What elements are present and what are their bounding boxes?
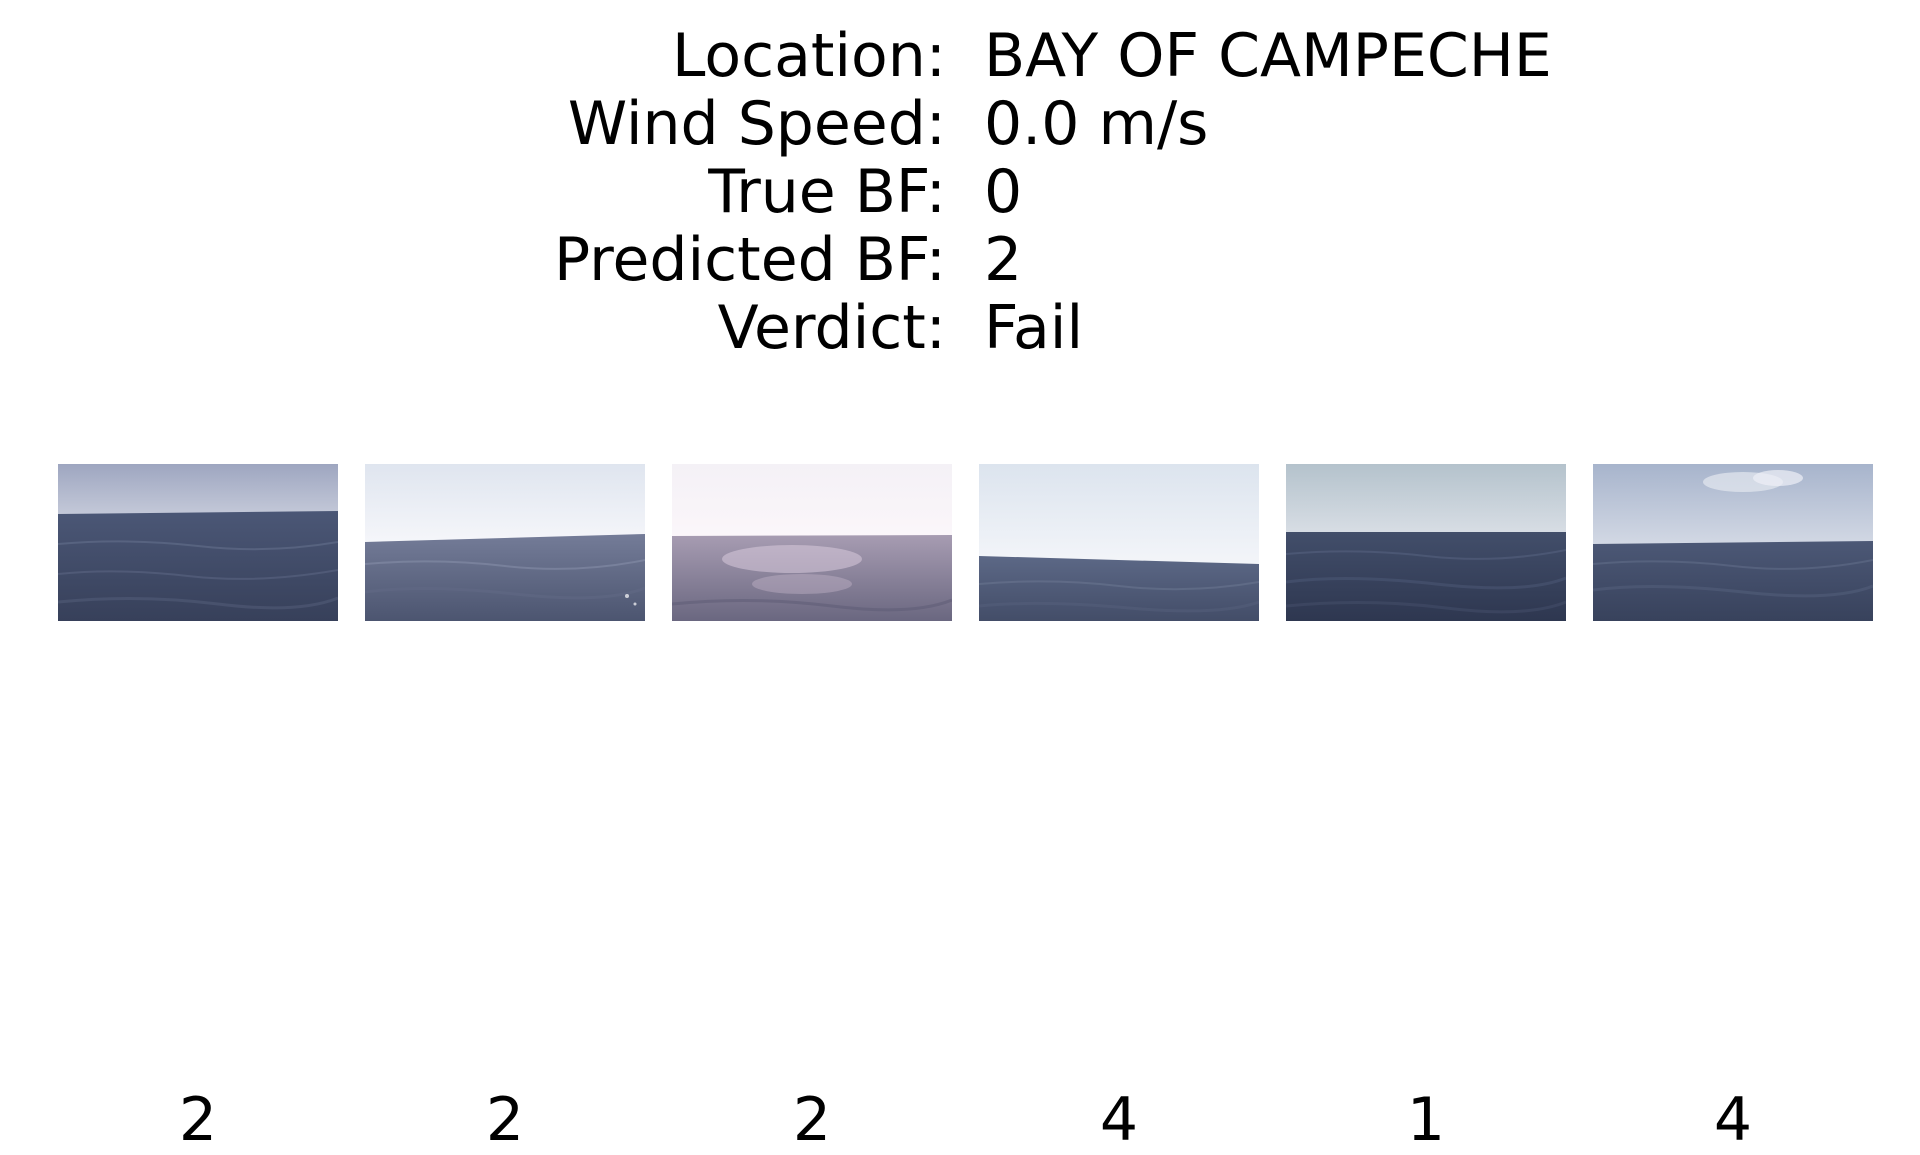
verdict-value: Fail	[984, 293, 1084, 363]
wind-speed-value: 0.0 m/s	[984, 89, 1209, 159]
thumbnail-label-1: 2	[178, 1085, 218, 1155]
location-row: Location: BAY OF CAMPECHE	[0, 22, 1920, 90]
true-bf-value: 0	[984, 157, 1023, 227]
sea-photo-3	[672, 464, 952, 621]
predicted-bf-row: Predicted BF: 2	[0, 226, 1920, 294]
sea-photo-6	[1593, 464, 1873, 621]
sea-photo-1	[58, 464, 338, 621]
predicted-bf-value: 2	[984, 225, 1023, 295]
location-value: BAY OF CAMPECHE	[984, 21, 1552, 91]
sea-thumbnail-5: 1	[1286, 464, 1566, 1154]
thumbnail-label-2: 2	[485, 1085, 525, 1155]
info-block: Location: BAY OF CAMPECHE Wind Speed: 0.…	[0, 22, 1920, 362]
location-label: Location:	[672, 21, 946, 91]
true-bf-label: True BF:	[708, 157, 946, 227]
thumbnail-label-4: 4	[1099, 1085, 1139, 1155]
sea-thumbnail-4: 4	[979, 464, 1259, 1154]
verdict-label: Verdict:	[717, 293, 946, 363]
sea-photo-5	[1286, 464, 1566, 621]
wind-speed-row: Wind Speed: 0.0 m/s	[0, 90, 1920, 158]
sea-photo-4	[979, 464, 1259, 621]
predicted-bf-label: Predicted BF:	[554, 225, 946, 295]
sea-thumbnail-6: 4	[1593, 464, 1873, 1154]
thumbnail-label-6: 4	[1713, 1085, 1753, 1155]
sea-thumbnail-2: 2	[365, 464, 645, 1154]
verdict-row: Verdict: Fail	[0, 294, 1920, 362]
wind-speed-label: Wind Speed:	[567, 89, 946, 159]
true-bf-row: True BF: 0	[0, 158, 1920, 226]
sea-photo-2	[365, 464, 645, 621]
thumbnail-label-3: 2	[792, 1085, 832, 1155]
thumbnail-label-5: 1	[1406, 1085, 1446, 1155]
sea-thumbnail-1: 2	[58, 464, 338, 1154]
sea-thumbnail-3: 2	[672, 464, 952, 1154]
